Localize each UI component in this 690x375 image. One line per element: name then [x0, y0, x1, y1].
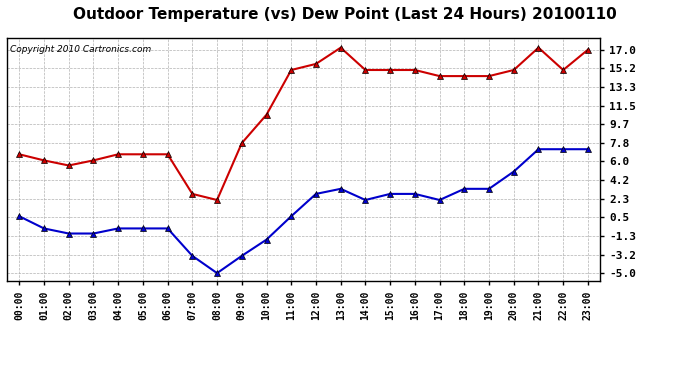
Text: Outdoor Temperature (vs) Dew Point (Last 24 Hours) 20100110: Outdoor Temperature (vs) Dew Point (Last… [73, 8, 617, 22]
Text: Copyright 2010 Cartronics.com: Copyright 2010 Cartronics.com [10, 45, 151, 54]
